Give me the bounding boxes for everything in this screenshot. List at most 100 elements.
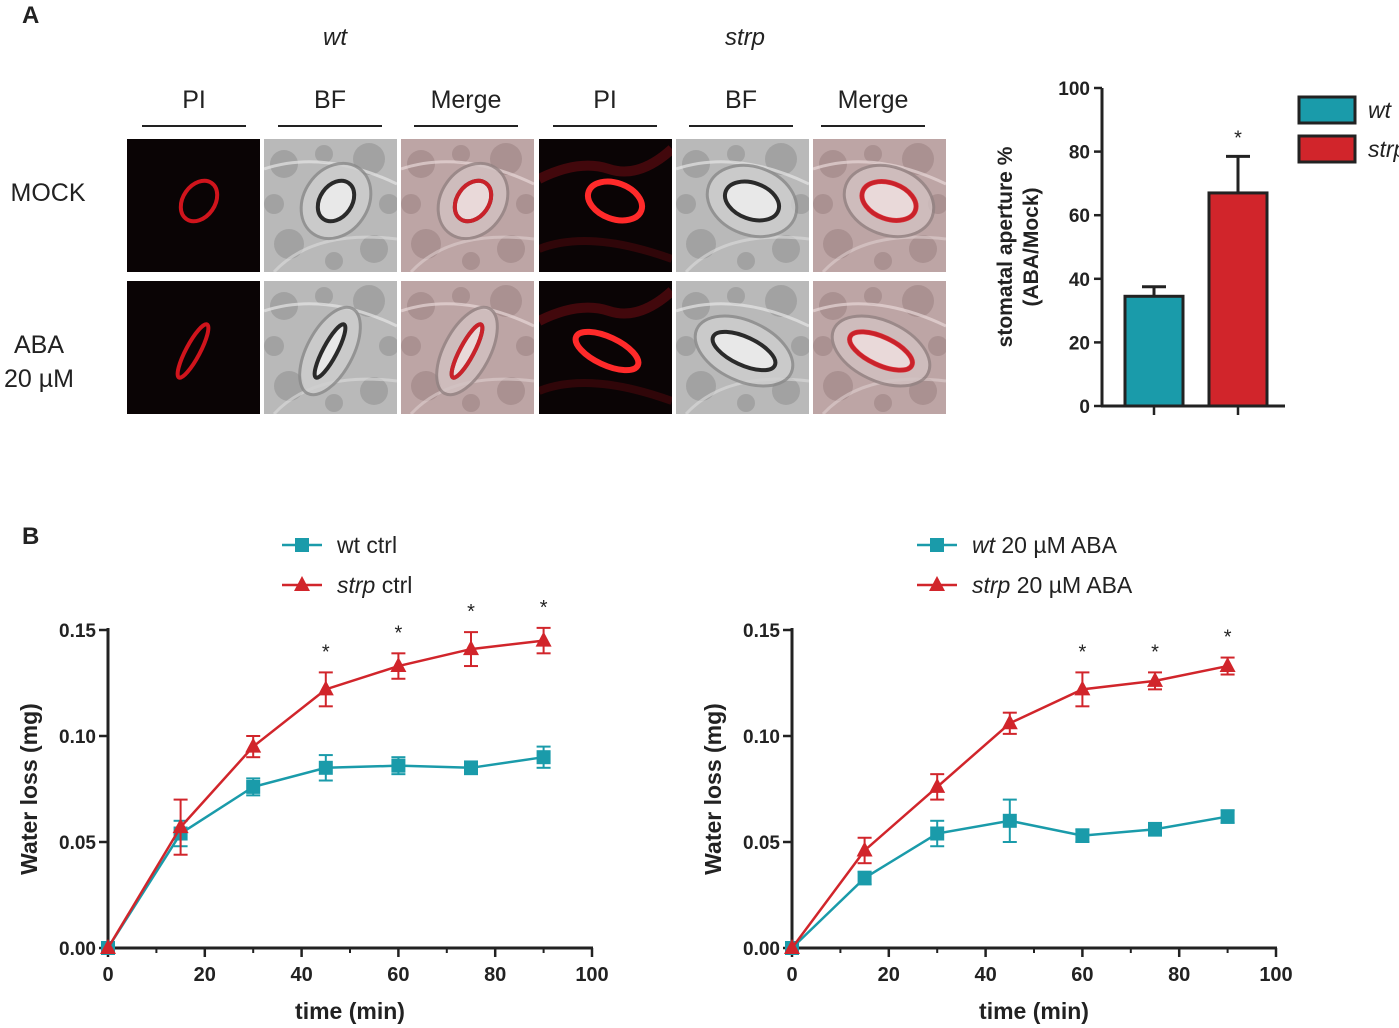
legend-marker [295,538,309,552]
y-tick-label: 100 [1058,79,1090,100]
data-point [929,777,946,793]
significance-marker: * [1079,641,1087,663]
legend-label: wt 20 µM ABA [972,532,1118,558]
legend-marker [294,576,310,591]
data-point [1220,809,1235,824]
channel-underline [689,125,793,127]
data-point [1075,828,1090,843]
y-tick-label: 80 [1069,143,1090,164]
data-point [930,826,945,841]
channel-underline [414,125,518,127]
significance-marker: * [1224,627,1232,649]
y-tick-label: 0.00 [59,939,96,960]
x-tick-label: 40 [290,964,312,986]
legend-label-wt: wt [1368,97,1393,123]
row-label-aba: ABA 20 µM [4,331,74,393]
y-tick-label: 0.15 [59,621,96,642]
legend-label: strp ctrl [337,572,412,598]
channel-header: Merge [837,86,909,114]
data-point [245,737,262,753]
x-tick-label: 100 [1259,964,1292,986]
legend-marker [929,576,945,591]
bright-field-image [676,139,809,272]
y-tick-label: 0.05 [59,833,96,854]
legend-label: strp 20 µM ABA [972,572,1133,598]
data-point [317,680,334,696]
propidium-iodide-image [539,139,672,272]
series-line-0 [106,755,544,949]
data-point [535,631,552,647]
legend-swatch-strp [1297,134,1357,164]
data-point [856,841,873,857]
genotype-header-wt: wt [323,24,347,51]
data-point [463,640,479,656]
channel-header: PI [182,86,206,114]
y-tick-label: 20 [1069,333,1090,354]
y-tick-label: 0.05 [743,833,780,854]
bar-chart: 0 20 40 60 80 100 stomatal aperture % (ABA/Mock… [994,79,1399,418]
data-point [536,750,551,765]
y-tick-label: 0 [1079,397,1090,418]
data-point [390,657,407,673]
x-tick-label: 0 [102,964,113,986]
channel-underline [142,125,246,127]
panel-label-a: A [22,2,40,29]
propidium-iodide-image [539,281,672,414]
bar-wt [1123,294,1185,408]
significance-marker: * [1151,641,1159,663]
data-point [1074,680,1091,696]
y-tick-label: 0.10 [59,727,96,748]
x-tick-label: 20 [878,964,900,986]
y-tick-label: 0.15 [743,621,780,642]
panel-label-b: B [22,523,40,550]
channel-underline [821,125,925,127]
merged-image [401,139,534,272]
legend-label: wt ctrl [336,532,397,558]
channel-header: Merge [430,86,502,114]
x-axis-label: time (min) [295,998,405,1024]
data-point [318,760,333,775]
channel-header: BF [314,86,346,114]
y-axis-label: stomatal aperture % (ABA/Mock) [994,146,1043,347]
line-chart-ctrl: 0.00 0.05 0.10 0.15 0 20 40 60 80 100 time (min) Wa… [16,532,609,1024]
data-point [784,939,800,954]
propidium-iodide-image [127,139,260,272]
y-tick-label: 60 [1069,206,1090,227]
channel-header: BF [725,86,757,114]
bright-field-image [264,139,397,272]
bright-field-image [264,281,397,414]
bright-field-image [676,281,809,414]
legend-label-strp: strp [1368,136,1399,162]
y-axis-label: Water loss (mg) [16,703,42,875]
significance-marker: * [540,597,548,619]
channel-header: PI [593,86,617,114]
data-point [1002,813,1017,828]
x-tick-label: 0 [786,964,797,986]
x-tick-label: 20 [194,964,216,986]
merged-image [813,139,946,272]
genotype-header-strp: strp [724,24,765,51]
propidium-iodide-image [127,281,260,414]
data-point [1147,671,1163,687]
legend-swatch-wt [1297,95,1357,125]
bar-strp [1207,191,1269,408]
line-chart-aba: 0.00 0.05 0.10 0.15 0 20 40 60 80 100 time (min) Wa… [700,532,1293,1024]
data-point [1219,657,1236,673]
data-point [391,758,406,773]
data-point [1001,714,1018,730]
x-tick-label: 60 [1071,964,1093,986]
x-tick-label: 100 [575,964,608,986]
data-point [246,779,261,794]
channel-underline [278,125,382,127]
data-point [172,818,189,834]
x-tick-label: 80 [484,964,506,986]
data-point [100,939,116,954]
significance-marker: * [395,622,403,644]
y-tick-label: 0.10 [743,727,780,748]
x-tick-label: 60 [387,964,409,986]
row-label-mock: MOCK [10,179,86,207]
merged-image [401,281,534,414]
y-tick-label: 0.00 [743,939,780,960]
merged-image [813,281,946,414]
x-tick-label: 80 [1168,964,1190,986]
